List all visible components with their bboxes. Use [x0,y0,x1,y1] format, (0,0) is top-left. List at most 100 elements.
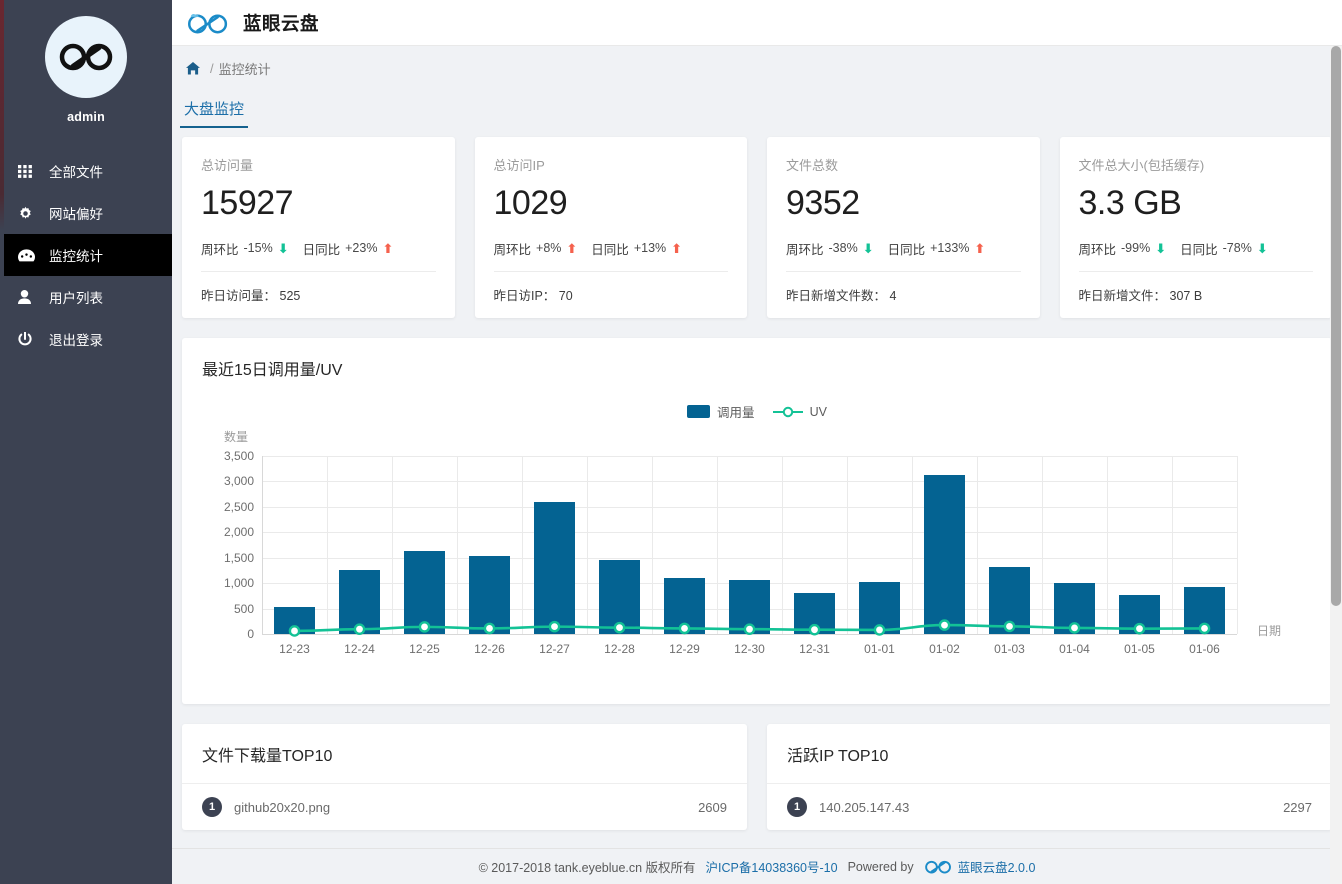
divider [493,271,728,272]
sidebar-item-logout[interactable]: 退出登录 [0,318,172,360]
chart-vgridline [782,456,783,634]
delta-week: 周环比 -38% ⬇ [786,239,874,258]
chart-gridline [262,532,1237,534]
chart-uv-point[interactable] [1068,622,1081,634]
chart-vgridline [392,456,393,634]
breadcrumb-separator: / [210,60,214,76]
chart-x-tick-label: 01-05 [1124,642,1155,656]
stat-card-total-visits: 总访问量 15927 周环比 -15% ⬇ 日同比 +23% ⬆ [182,137,455,318]
stat-label: 文件总大小(包括缓存) [1078,158,1205,173]
chart-y-tick-label: 2,000 [223,525,254,540]
chart-uv-point[interactable] [808,623,821,636]
sidebar-nav: 全部文件 网站偏好 监控统计 [0,150,172,360]
chart-vgridline [587,456,588,634]
stat-card-total-size: 文件总大小(包括缓存) 3.3 GB 周环比 -99% ⬇ 日同比 -78% ⬇ [1059,137,1332,318]
chart-x-tick-label: 12-25 [409,642,440,656]
list-item[interactable]: 1 github20x20.png 2609 [182,783,747,830]
legend-item-bars[interactable]: 调用量 [687,402,755,421]
list-item-name: 140.205.147.43 [819,799,910,815]
chart-uv-point[interactable] [483,622,496,635]
chart-bar[interactable] [404,551,445,634]
chart-vgridline [912,456,913,634]
chart-bar[interactable] [924,474,965,634]
list-item[interactable]: 1 140.205.147.43 2297 [767,783,1332,830]
chart-uv-point[interactable] [678,622,691,635]
chart-vgridline [457,456,458,634]
tab-dashboard-monitor[interactable]: 大盘监控 [180,98,249,128]
chart-uv-point[interactable] [873,624,886,636]
footer-icp-link[interactable]: 沪ICP备14038360号-10 [705,861,838,875]
sidebar-item-preferences[interactable]: 网站偏好 [0,192,172,234]
chart-uv-point[interactable] [1198,622,1211,635]
chart-uv-point[interactable] [353,623,366,635]
legend-item-line[interactable]: UV [772,404,827,419]
sidebar-item-all-files[interactable]: 全部文件 [0,150,172,192]
stat-footer-value: 525 [279,289,301,303]
delta-day-label: 日同比 [591,242,629,257]
footer-brand-label: 蓝眼云盘2.0.0 [957,861,1036,875]
stat-label: 总访问IP [493,158,545,173]
delta-week: 周环比 -99% ⬇ [1079,239,1167,258]
chart-uv-point[interactable] [1003,620,1016,633]
stat-value: 3.3 GB [1078,184,1182,222]
breadcrumb: / 监控统计 [172,46,1342,90]
list-card-file-downloads: 文件下载量TOP10 1 github20x20.png 2609 [182,724,747,830]
delta-day-value: +13% [633,241,667,255]
chart-uv-point[interactable] [743,623,756,635]
chart-bar[interactable] [534,501,575,634]
delta-week-label: 周环比 [1078,242,1117,257]
username-label: admin [67,110,105,124]
sidebar-item-users[interactable]: 用户列表 [0,276,172,318]
delta-week: 周环比 -15% ⬇ [201,239,289,258]
stat-footer-label: 昨日新增文件： [1078,289,1167,303]
delta-day: 日同比 -78% ⬇ [1180,239,1268,258]
footer-copyright: © 2017-2018 tank.eyeblue.cn 版权所有 [478,861,696,875]
avatar[interactable] [45,16,127,98]
legend-label: 调用量 [717,406,755,420]
stat-card-total-files: 文件总数 9352 周环比 -38% ⬇ 日同比 +133% ⬆ [767,137,1040,318]
list-title: 活跃IP TOP10 [787,748,889,765]
chart-x-tick-label: 12-30 [734,642,765,656]
app-logo-icon[interactable] [186,10,232,36]
chart-uv-point[interactable] [613,621,626,634]
legend-label: UV [809,404,827,419]
arrow-up-icon: ⬆ [974,240,986,256]
power-icon [18,331,38,347]
sidebar-item-label: 监控统计 [49,249,103,264]
chart-uv-point[interactable] [548,620,561,633]
stat-card-total-ip: 总访问IP 1029 周环比 +8% ⬆ 日同比 +13% ⬆ [474,137,747,318]
delta-day-label: 日同比 [302,242,341,257]
chart-panel: 最近15日调用量/UV 调用量 UV [182,338,1332,704]
arrow-up-icon: ⬆ [671,240,683,256]
rank-badge: 1 [202,797,222,817]
divider [1078,271,1313,272]
chart-x-tick-label: 12-26 [474,642,505,656]
chart-bar[interactable] [469,556,510,634]
delta-week-label: 周环比 [786,242,824,257]
stat-value: 15927 [201,184,294,222]
arrow-down-icon: ⬇ [862,240,874,256]
sidebar-item-monitoring[interactable]: 监控统计 [0,234,172,276]
chart-uv-point[interactable] [418,621,431,633]
delta-week-label: 周环比 [201,242,239,257]
chart-plot[interactable]: 数量 0 500 1,000 1,500 2,000 2,500 3,000 3,500 12-2… [182,394,1332,704]
app-title: 蓝眼云盘 [243,12,320,34]
chart-uv-point[interactable] [1133,622,1146,635]
home-icon[interactable] [186,61,200,75]
stat-deltas: 周环比 -15% ⬇ 日同比 +23% ⬆ [201,238,436,258]
footer-brand[interactable]: 蓝眼云盘2.0.0 [924,857,1036,876]
chart-bar[interactable] [599,560,640,634]
grid-icon [18,164,38,178]
top-bar: 蓝眼云盘 [172,0,1342,46]
list-item-count: 2609 [698,799,727,815]
page-scrollbar-thumb[interactable] [1331,46,1341,606]
chart-x-tick-label: 12-27 [539,642,570,656]
chart-uv-point[interactable] [288,625,301,637]
chart-uv-point[interactable] [938,619,951,631]
delta-week: 周环比 +8% ⬆ [494,239,578,258]
sidebar: admin 全部文件 网站偏好 [0,0,172,884]
chart-y-tick-label: 3,500 [223,449,254,463]
delta-week-value: -38% [828,241,858,255]
stat-deltas: 周环比 -38% ⬇ 日同比 +133% ⬆ [786,238,1021,258]
chart-vgridline [522,456,523,634]
